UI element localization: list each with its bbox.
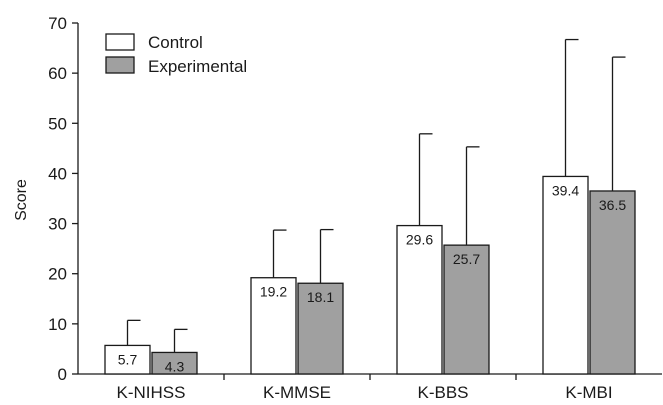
bar-experimental <box>589 190 636 375</box>
x-category-label: K-NIHSS <box>117 383 186 402</box>
y-axis-title: Score <box>13 179 30 221</box>
bar-value-label: 5.7 <box>118 351 138 367</box>
y-tick-label: 20 <box>48 265 67 284</box>
x-category-label: K-MMSE <box>263 383 331 402</box>
y-tick-label: 70 <box>48 14 67 33</box>
bar-control <box>250 277 297 375</box>
bar-control <box>104 344 151 375</box>
y-tick-label: 10 <box>48 315 67 334</box>
y-tick-label: 40 <box>48 164 67 183</box>
bar-value-label: 36.5 <box>599 197 626 213</box>
bars <box>104 175 636 375</box>
bar-experimental <box>297 282 344 375</box>
bar-value-label: 4.3 <box>165 358 185 374</box>
legend-label-experimental: Experimental <box>148 57 247 76</box>
x-category-label: K-BBS <box>417 383 468 402</box>
x-category-label: K-MBI <box>565 383 612 402</box>
y-tick-label: 0 <box>58 365 67 384</box>
legend: Control Experimental <box>105 33 247 76</box>
bar-value-label: 29.6 <box>406 232 433 248</box>
bar-experimental <box>443 244 490 375</box>
bar-value-label: 25.7 <box>453 251 480 267</box>
legend-swatch-experimental <box>105 56 135 74</box>
data-labels: 5.7 4.3 19.2 18.1 29.6 25.7 39.4 36.5 <box>118 182 627 374</box>
y-tick-label: 50 <box>48 114 67 133</box>
bar-value-label: 18.1 <box>307 289 334 305</box>
y-tick-label: 60 <box>48 64 67 83</box>
axes: 0 10 20 30 40 50 60 70 K-NIHSS K-MMSE K-BBS K-MBI <box>48 14 662 402</box>
y-tick-label: 30 <box>48 215 67 234</box>
bar-control <box>396 224 443 375</box>
bar-control <box>542 175 589 375</box>
bar-value-label: 19.2 <box>260 284 287 300</box>
legend-swatch-control <box>105 33 135 51</box>
bar-value-label: 39.4 <box>552 182 579 198</box>
error-bars <box>126 38 626 353</box>
legend-label-control: Control <box>148 33 203 52</box>
